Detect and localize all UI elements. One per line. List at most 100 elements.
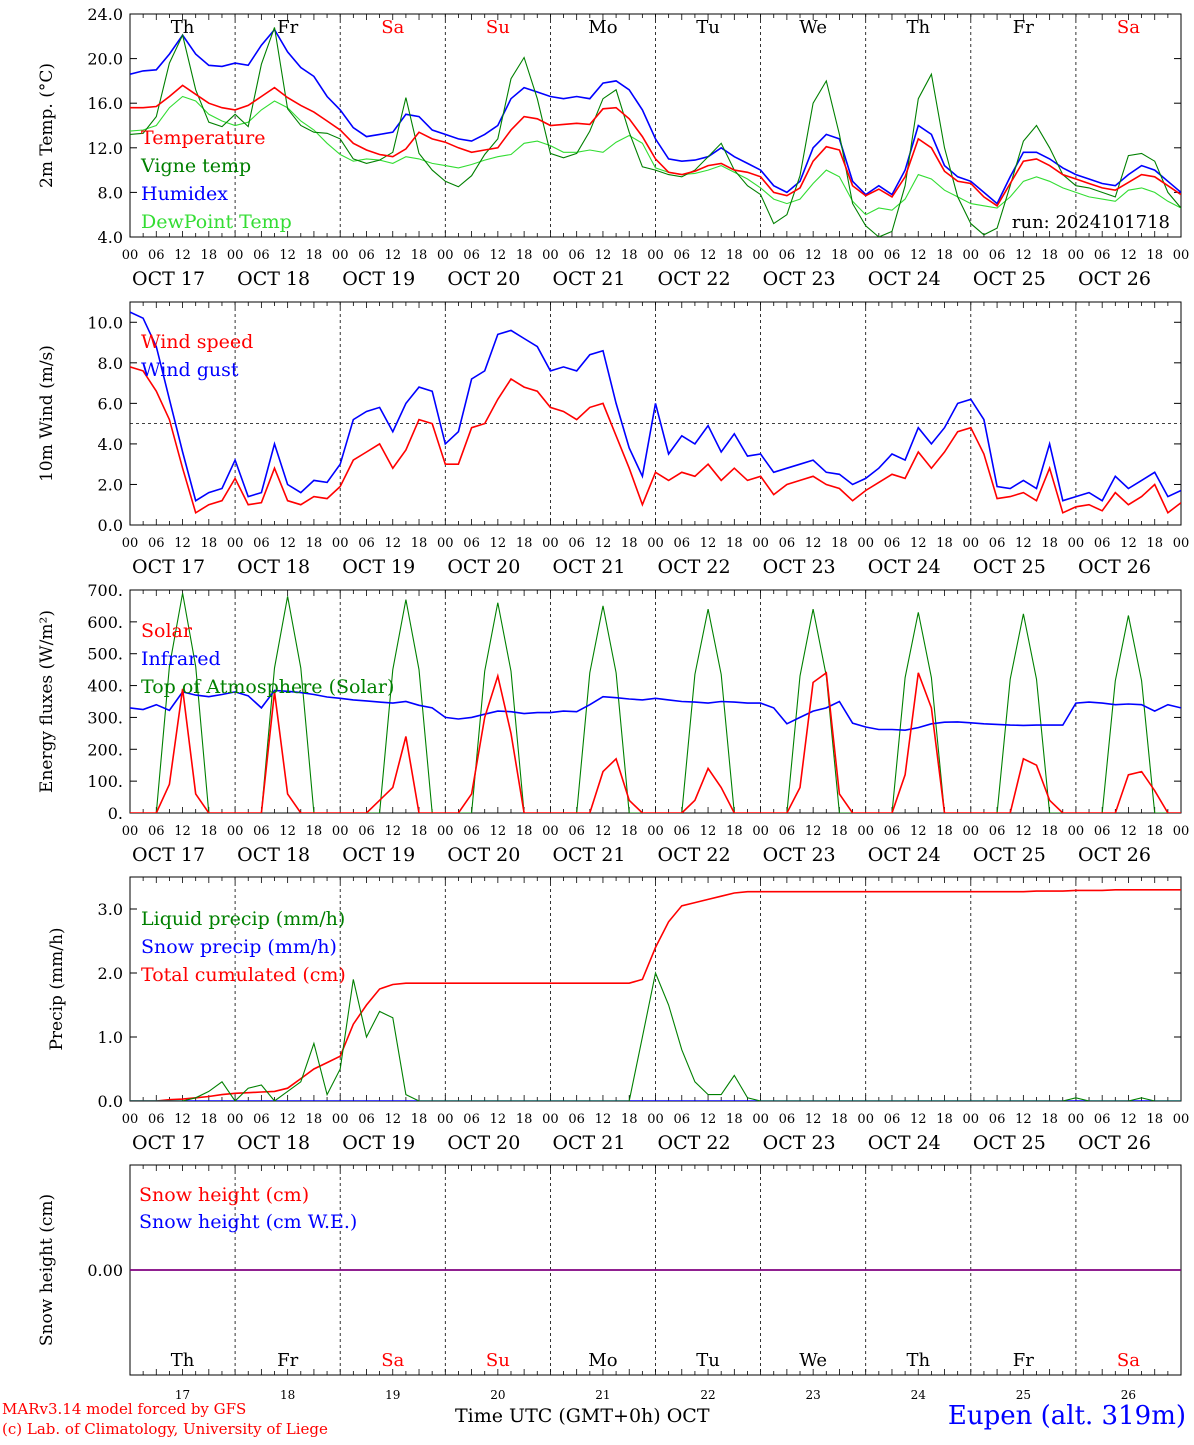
hour-tick-label: 18 <box>726 248 743 263</box>
legend-entry: Snow precip (mm/h) <box>141 936 337 958</box>
hour-tick-label: 18 <box>1041 1112 1058 1127</box>
hour-tick-label: 06 <box>779 1112 796 1127</box>
hour-tick-label: 06 <box>884 1112 901 1127</box>
hour-tick-label: 00 <box>752 536 769 551</box>
day-of-week-label: Tu <box>696 17 720 38</box>
hour-tick-label: 00 <box>122 1112 139 1127</box>
plot-frame <box>129 589 1182 814</box>
hour-tick-label: 12 <box>279 248 296 263</box>
hour-tick-label: 06 <box>989 248 1006 263</box>
x-axis-title: Time UTC (GMT+0h) OCT <box>455 1405 710 1427</box>
hour-tick-label: 00 <box>332 1112 349 1127</box>
y-tick-label: 0.0 <box>98 516 123 535</box>
hour-tick-label: 06 <box>884 824 901 839</box>
hour-tick-label: 06 <box>674 536 691 551</box>
hour-tick-label: 12 <box>700 824 717 839</box>
hour-tick-label: 18 <box>831 536 848 551</box>
date-label: OCT 18 <box>237 844 310 866</box>
y-axis-label: Snow height (cm) <box>37 1194 57 1346</box>
hour-tick-label: 12 <box>174 536 191 551</box>
hour-tick-label: 00 <box>1173 248 1190 263</box>
hour-tick-label: 06 <box>674 248 691 263</box>
date-label: OCT 17 <box>132 844 205 866</box>
hour-tick-label: 06 <box>463 536 480 551</box>
hour-tick-label: 18 <box>1146 536 1163 551</box>
series-line-humidex <box>130 28 1181 205</box>
day-of-week-label: Sa <box>381 17 404 38</box>
date-label: OCT 22 <box>658 268 731 290</box>
hour-tick-label: 12 <box>174 1112 191 1127</box>
date-label: OCT 17 <box>132 556 205 578</box>
y-tick-label: 200. <box>87 740 123 759</box>
date-label: OCT 26 <box>1078 556 1151 578</box>
hour-tick-label: 06 <box>568 248 585 263</box>
hour-tick-label: 06 <box>358 1112 375 1127</box>
hour-tick-label: 18 <box>201 536 218 551</box>
y-tick-label: 0.0 <box>98 1092 123 1111</box>
hour-tick-label: 12 <box>1120 824 1137 839</box>
date-label: OCT 21 <box>552 268 625 290</box>
legend-entry: Temperature <box>141 127 265 149</box>
hour-tick-label: 00 <box>857 824 874 839</box>
hour-tick-label: 00 <box>857 1112 874 1127</box>
hour-tick-label: 18 <box>306 536 323 551</box>
hour-tick-label: 18 <box>1041 824 1058 839</box>
day-of-week-label: We <box>799 17 827 38</box>
hour-tick-label: 12 <box>1015 824 1032 839</box>
hour-tick-label: 12 <box>595 536 612 551</box>
day-of-week-label: Fr <box>277 1350 298 1371</box>
hour-tick-label: 12 <box>1120 248 1137 263</box>
hour-tick-label: 12 <box>595 824 612 839</box>
plot-frame <box>129 13 1182 238</box>
hour-tick-label: 12 <box>490 824 507 839</box>
hour-tick-label: 06 <box>358 536 375 551</box>
hour-tick-label: 06 <box>884 536 901 551</box>
day-number-label: 20 <box>490 1388 505 1402</box>
hour-tick-label: 06 <box>1094 1112 1111 1127</box>
legend-entry: Humidex <box>141 183 228 205</box>
hour-tick-label: 12 <box>805 824 822 839</box>
hour-tick-label: 06 <box>1094 536 1111 551</box>
hour-tick-label: 12 <box>805 248 822 263</box>
day-number-label: 26 <box>1121 1388 1136 1402</box>
date-label: OCT 24 <box>868 844 941 866</box>
day-of-week-label: Fr <box>277 17 298 38</box>
hour-tick-label: 06 <box>779 248 796 263</box>
hour-tick-label: 12 <box>279 536 296 551</box>
hour-tick-label: 18 <box>411 824 428 839</box>
hour-tick-label: 06 <box>148 248 165 263</box>
day-of-week-label: Mo <box>588 1350 617 1371</box>
hour-tick-label: 00 <box>647 248 664 263</box>
date-label: OCT 22 <box>658 844 731 866</box>
hour-tick-label: 12 <box>805 1112 822 1127</box>
hour-tick-label: 12 <box>490 536 507 551</box>
hour-tick-label: 18 <box>1041 536 1058 551</box>
hour-tick-label: 06 <box>568 1112 585 1127</box>
day-of-week-label: Sa <box>1117 1350 1140 1371</box>
date-label: OCT 23 <box>763 844 836 866</box>
y-axis-label: 10m Wind (m/s) <box>37 345 57 482</box>
hour-tick-label: 00 <box>1173 1112 1190 1127</box>
hour-tick-label: 06 <box>148 1112 165 1127</box>
hour-tick-label: 00 <box>437 536 454 551</box>
hour-tick-label: 18 <box>201 248 218 263</box>
hour-tick-label: 06 <box>989 1112 1006 1127</box>
hour-tick-label: 00 <box>227 248 244 263</box>
legend-entry: Wind gust <box>141 359 239 381</box>
legend-entry: DewPoint Temp <box>141 211 292 233</box>
date-label: OCT 20 <box>447 268 520 290</box>
hour-tick-label: 12 <box>279 1112 296 1127</box>
date-label: OCT 21 <box>552 844 625 866</box>
legend-entry: Wind speed <box>141 331 253 353</box>
hour-tick-label: 18 <box>411 536 428 551</box>
y-tick-label: 1.0 <box>98 1028 123 1047</box>
hour-tick-label: 00 <box>332 248 349 263</box>
hour-tick-label: 18 <box>516 536 533 551</box>
day-number-label: 23 <box>806 1388 821 1402</box>
hour-tick-label: 00 <box>857 536 874 551</box>
date-label: OCT 20 <box>447 844 520 866</box>
date-label: OCT 20 <box>447 1132 520 1154</box>
day-of-week-label: Sa <box>1117 17 1140 38</box>
day-of-week-label: Th <box>171 17 195 38</box>
